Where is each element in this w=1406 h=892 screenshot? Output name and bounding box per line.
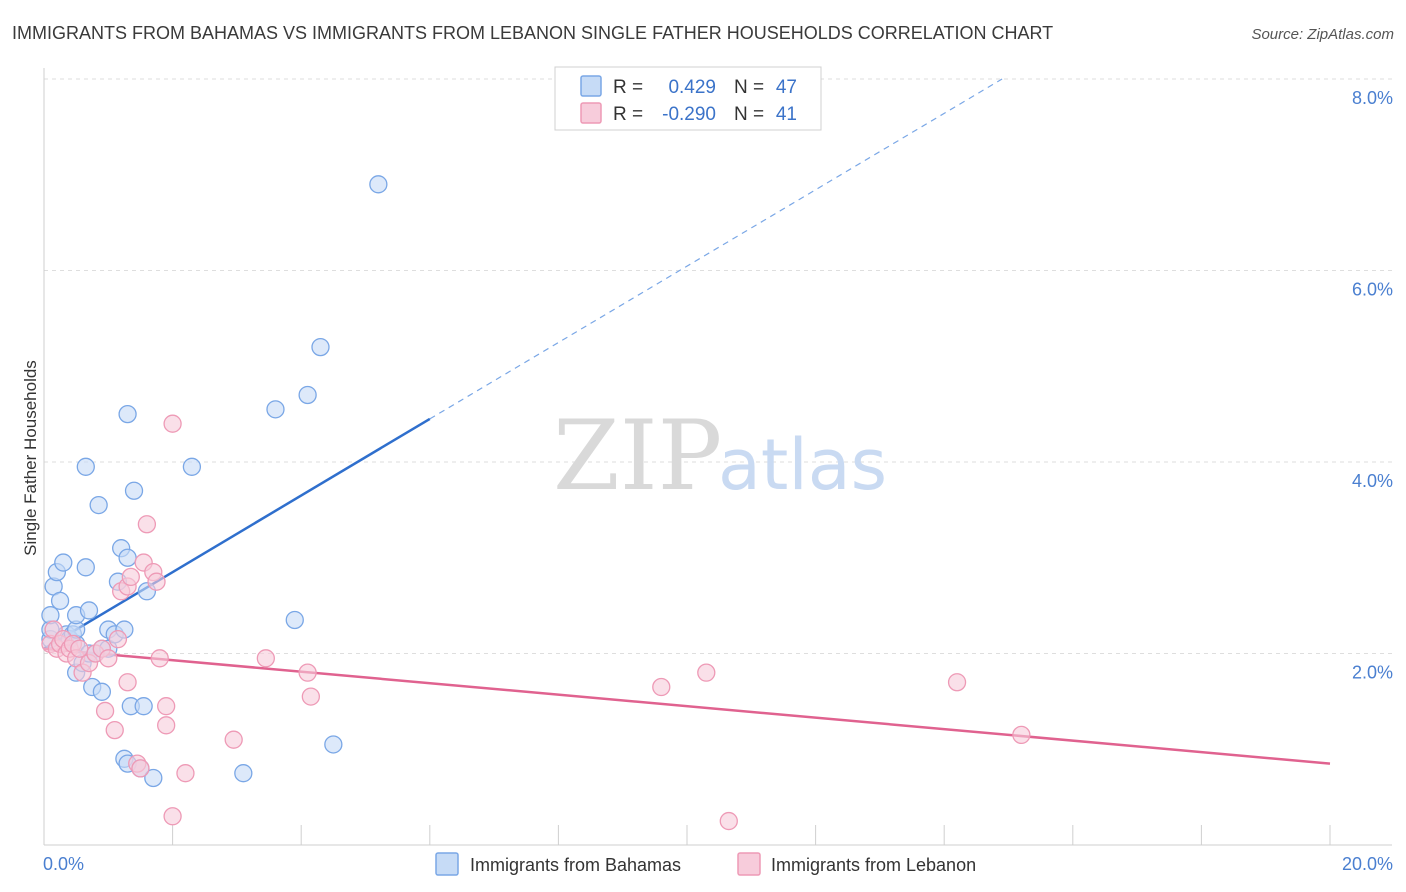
point-series-1: [95, 701, 115, 721]
point-series-0: [134, 697, 153, 716]
point-series-1: [150, 649, 169, 668]
point-series-1: [298, 663, 317, 682]
point-series-0: [124, 481, 144, 500]
bottom-legend: Immigrants from Bahamas Immigrants from …: [435, 852, 976, 876]
y-tick-label: 8.0%: [1352, 88, 1393, 108]
point-series-1: [224, 730, 243, 749]
legend-swatch-lebanon: [580, 102, 602, 124]
point-series-1: [1012, 725, 1031, 745]
point-series-1: [256, 649, 275, 668]
point-series-0: [144, 768, 163, 788]
chart-title: IMMIGRANTS FROM BAHAMAS VS IMMIGRANTS FR…: [12, 23, 1053, 43]
point-series-1: [70, 639, 89, 658]
point-series-0: [324, 735, 343, 754]
point-series-0: [76, 558, 95, 577]
point-series-1: [99, 649, 118, 668]
point-series-0: [298, 385, 317, 405]
point-series-0: [89, 495, 108, 515]
point-series-0: [369, 175, 388, 194]
legend-r-label-lebanon: R =: [613, 104, 643, 125]
point-series-1: [163, 807, 182, 826]
point-series-1: [131, 759, 150, 778]
bottom-legend-swatch-bahamas: [435, 852, 459, 876]
chart-source: Source: ZipAtlas.com: [1251, 26, 1394, 43]
point-series-1: [147, 572, 166, 591]
legend-n-label-bahamas: N =: [734, 77, 764, 98]
point-series-1: [176, 764, 195, 783]
y-tick-label: 6.0%: [1352, 280, 1393, 300]
data-points: [41, 175, 1031, 831]
y-tick-label: 2.0%: [1352, 663, 1393, 683]
legend-r-label-bahamas: R =: [613, 77, 643, 98]
point-series-0: [285, 610, 304, 630]
point-series-0: [311, 337, 330, 357]
x-tick-max: 20.0%: [1342, 854, 1393, 874]
y-axis-label: Single Father Households: [21, 360, 40, 556]
point-series-0: [118, 548, 137, 567]
x-tick-min: 0.0%: [43, 854, 84, 874]
legend-swatch-bahamas: [580, 75, 602, 97]
point-series-1: [947, 673, 967, 692]
point-series-0: [182, 457, 202, 476]
point-series-1: [652, 677, 671, 697]
point-series-1: [163, 414, 182, 433]
legend-n-value-bahamas: 47: [776, 77, 797, 98]
point-series-0: [79, 601, 99, 620]
bottom-legend-label-bahamas: Immigrants from Bahamas: [470, 855, 681, 875]
point-series-0: [266, 400, 285, 419]
point-series-1: [137, 515, 157, 534]
y-axis-ticks: 2.0% 4.0% 6.0% 8.0%: [1352, 88, 1393, 683]
point-series-1: [157, 716, 176, 735]
legend: R = 0.429 N = 47 R = -0.290 N = 41: [554, 66, 822, 131]
point-series-1: [118, 673, 137, 692]
legend-n-label-lebanon: N =: [734, 104, 764, 125]
gridlines: [43, 68, 1392, 846]
point-series-1: [108, 629, 128, 649]
trend-line-1: [43, 647, 1331, 765]
watermark-atlas: atlas: [718, 424, 887, 506]
legend-n-value-lebanon: 41: [776, 104, 797, 125]
point-series-1: [719, 811, 738, 831]
point-series-1: [157, 697, 176, 716]
point-series-0: [54, 553, 73, 572]
point-series-1: [105, 720, 124, 740]
trend-line-0: [43, 417, 431, 650]
trend-line-extension-0: [429, 78, 1003, 420]
point-series-0: [76, 457, 95, 476]
legend-r-value-bahamas: 0.429: [668, 77, 716, 98]
watermark: ZIP atlas: [553, 400, 887, 512]
point-series-1: [301, 687, 320, 706]
bottom-legend-label-lebanon: Immigrants from Lebanon: [771, 855, 976, 875]
point-series-0: [118, 404, 137, 424]
point-series-0: [234, 764, 253, 783]
trend-lines: [43, 78, 1331, 765]
point-series-0: [92, 682, 112, 701]
watermark-zip: ZIP: [553, 400, 722, 512]
bottom-legend-swatch-lebanon: [737, 852, 761, 876]
point-series-1: [697, 663, 716, 682]
legend-r-value-lebanon: -0.290: [662, 104, 716, 125]
point-series-0: [50, 591, 70, 610]
point-series-1: [121, 567, 140, 587]
y-tick-label: 4.0%: [1352, 471, 1393, 491]
